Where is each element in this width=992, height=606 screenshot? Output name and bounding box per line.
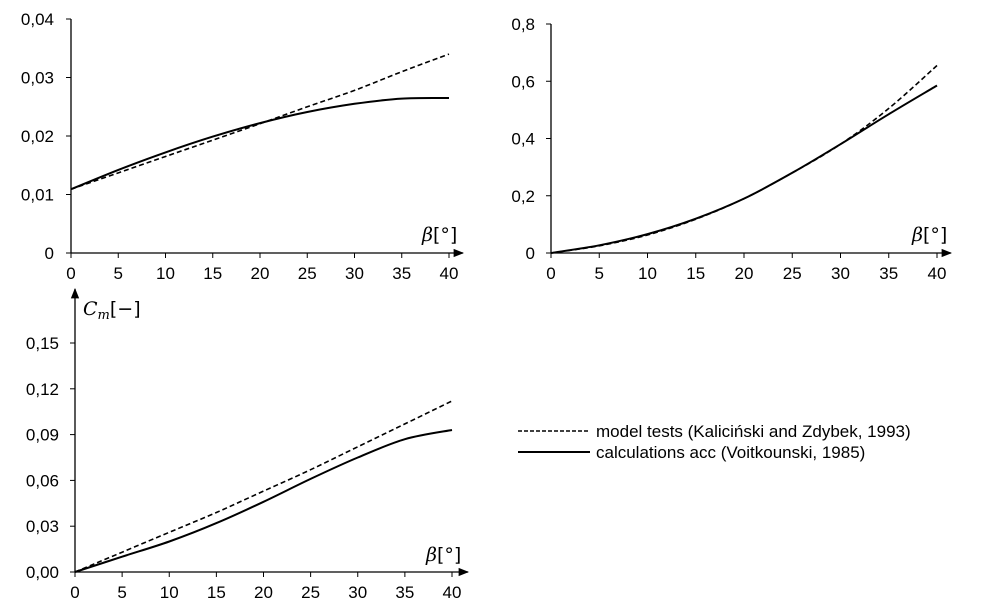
y-tick-label: 0,09 — [26, 426, 59, 445]
chart-1: 0 5 10 15 20 25 30 35 40 0 0,01 0,02 0,03 0,04 β[°] — [21, 10, 465, 283]
y-tick-label: 0,04 — [21, 10, 54, 29]
x-tick-label: 0 — [70, 583, 79, 602]
x-tick-label: 20 — [735, 264, 754, 283]
y-tick-label: 0,03 — [26, 517, 59, 536]
x-tick-label: 15 — [686, 264, 705, 283]
x-tick-label: 15 — [207, 583, 226, 602]
legend-label-calculations: calculations acc (Voitkounski, 1985) — [596, 443, 865, 462]
x-tick-label: 30 — [348, 583, 367, 602]
x-tick-label: 0 — [546, 264, 555, 283]
x-tick-label: 20 — [251, 264, 270, 283]
x-tick-label: 25 — [298, 264, 317, 283]
y-tick-label: 0 — [526, 244, 535, 263]
x-axis-label: β[°] — [425, 544, 461, 566]
series-line-model-tests — [74, 400, 453, 573]
x-tick-label: 40 — [928, 264, 947, 283]
x-tick-label: 0 — [66, 264, 75, 283]
x-tick-label: 10 — [638, 264, 657, 283]
x-tick-label: 30 — [831, 264, 850, 283]
y-tick-label: 0,2 — [511, 187, 535, 206]
x-tick-label: 30 — [345, 264, 364, 283]
legend-label-model-tests: model tests (Kaliciński and Zdybek, 1993… — [596, 422, 911, 441]
x-tick-label: 15 — [203, 264, 222, 283]
series-line-calculations — [550, 84, 938, 254]
legend: model tests (Kaliciński and Zdybek, 1993… — [518, 422, 911, 462]
x-tick-label: 35 — [395, 583, 414, 602]
series-line-calculations — [74, 429, 453, 573]
y-tick-label: 0,03 — [21, 69, 54, 88]
y-tick-label: 0,01 — [21, 186, 54, 205]
x-tick-label: 10 — [160, 583, 179, 602]
chart-2: 0 5 10 15 20 25 30 35 40 0 0,2 0,4 0,6 0,8 β[°] — [511, 15, 953, 283]
y-tick-label: 0,06 — [26, 471, 59, 490]
x-tick-label: 5 — [114, 264, 123, 283]
series-line-model-tests — [70, 53, 450, 190]
y-tick-label: 0,4 — [511, 130, 535, 149]
x-tick-label: 40 — [443, 583, 462, 602]
series-line-model-tests — [550, 64, 938, 254]
x-tick-label: 10 — [156, 264, 175, 283]
x-tick-label: 40 — [440, 264, 459, 283]
x-tick-label: 35 — [879, 264, 898, 283]
x-axis-label: β[°] — [911, 224, 947, 246]
x-axis-label: β[°] — [421, 224, 457, 246]
y-tick-label: 0,12 — [26, 380, 59, 399]
y-axis-label: Cm[−] — [83, 298, 141, 323]
x-tick-label: 35 — [392, 264, 411, 283]
y-tick-label: 0,15 — [26, 334, 59, 353]
x-tick-label: 25 — [301, 583, 320, 602]
x-tick-label: 5 — [595, 264, 604, 283]
y-tick-label: 0,02 — [21, 127, 54, 146]
y-tick-label: 0 — [45, 244, 54, 263]
series-line-calculations — [70, 96, 450, 191]
x-tick-label: 25 — [783, 264, 802, 283]
chart-3: 0 5 10 15 20 25 30 35 40 0,00 0,03 0,06 0,09 0,12 0,15… — [26, 287, 470, 602]
x-tick-label: 5 — [117, 583, 126, 602]
x-tick-label: 20 — [254, 583, 273, 602]
y-tick-label: 0,6 — [511, 72, 535, 91]
y-tick-label: 0,8 — [511, 15, 535, 34]
y-tick-label: 0,00 — [26, 563, 59, 582]
